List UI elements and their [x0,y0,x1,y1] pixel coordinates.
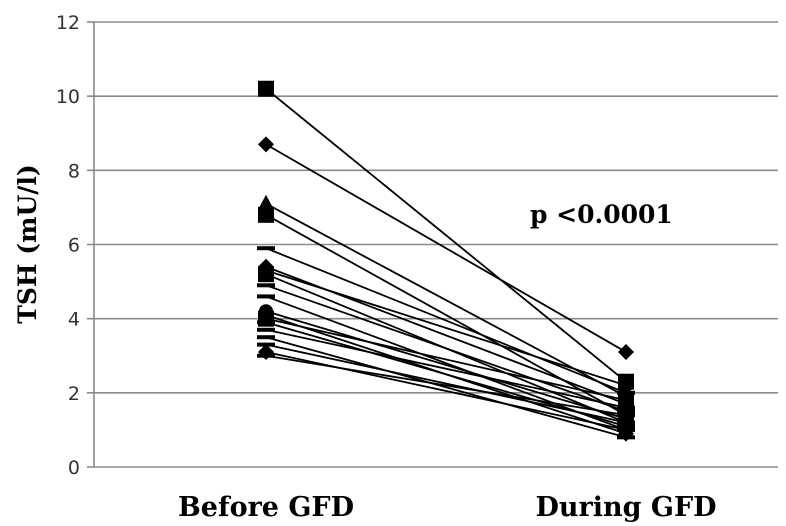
data-point-square [258,80,274,97]
y-tick-label: 2 [68,383,80,405]
series-line [265,284,627,413]
y-tick-label: 4 [68,309,80,331]
data-point-dash [617,405,635,410]
x-category-labels: Before GFD During GFD [178,492,717,523]
data-point-circle [619,378,633,393]
data-point-diamond [258,136,274,153]
x-category-label: Before GFD [178,492,354,523]
series-lines [265,88,627,439]
series-line [265,143,627,353]
series-line [265,336,627,439]
data-point-dash [257,294,275,299]
y-tick-label: 0 [68,457,80,479]
data-point-dash [257,246,275,251]
data-point-dash [257,283,275,288]
y-tick-label: 10 [56,86,80,108]
data-point-square [618,392,634,409]
y-tick-labels: 0 2 4 6 8 10 12 [56,12,80,479]
series-line [265,88,627,383]
series-line [265,317,627,402]
series-line [265,202,627,398]
series-line [265,247,627,394]
data-point-diamond [618,344,634,361]
data-point-square [258,266,274,283]
y-axis-title: TSH (mU/l) [13,164,42,324]
series-line [265,354,627,416]
series-line [265,343,627,424]
data-point-dash [257,335,275,340]
series-markers [257,80,635,442]
data-point-dash [257,327,275,332]
data-point-square [258,206,274,223]
series-line [265,295,627,431]
data-point-diamond [618,421,634,438]
series-line [265,269,627,387]
data-point-dash [257,320,275,325]
data-point-dash [257,353,275,358]
gridlines [87,21,778,468]
series-line [265,328,627,409]
y-tick-label: 6 [68,235,80,257]
series-line [265,310,627,420]
data-point-dash [617,409,635,414]
data-point-dash [617,413,635,418]
y-tick-label: 8 [68,160,80,182]
p-value-annotation: p <0.0001 [530,200,673,229]
y-tick-label: 12 [56,12,80,34]
x-category-label: During GFD [535,492,716,523]
data-point-triangle [258,194,274,210]
